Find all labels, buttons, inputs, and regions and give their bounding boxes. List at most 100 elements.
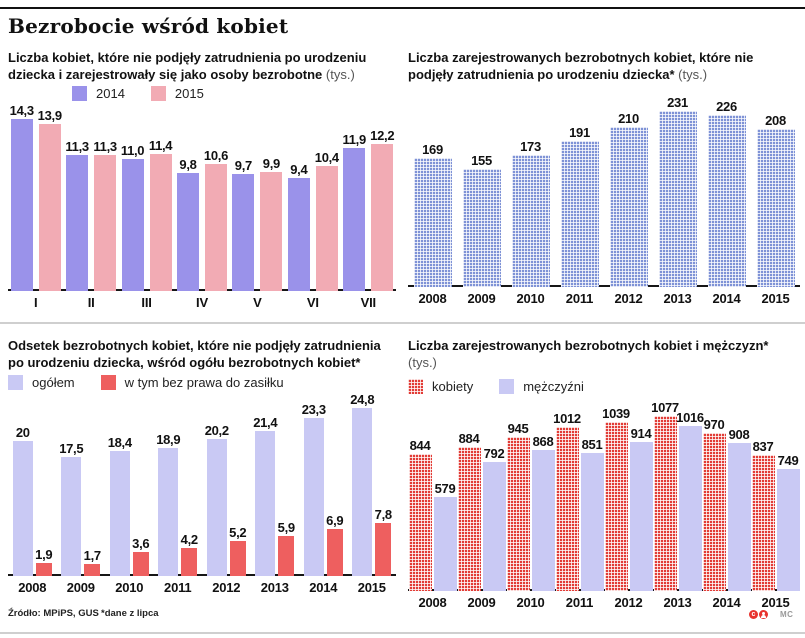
- bar-value-label: 169: [422, 142, 443, 157]
- bar-value-label: 884: [458, 431, 480, 446]
- x-tick-2010: 2010: [516, 595, 545, 610]
- x-tick-2009: 2009: [467, 595, 496, 610]
- legend-item-kobiety: kobiety: [408, 379, 473, 394]
- bar-ogółem-2012: 20,2: [205, 423, 229, 576]
- x-tick-labels: 2008 2009 2010 2011 2012 2013 2014 2015: [408, 291, 800, 306]
- bar-value-label: 1016: [676, 410, 704, 425]
- bar-value-label: 5,2: [229, 525, 247, 540]
- legend-label: kobiety: [432, 379, 474, 394]
- bar-value-label: 226: [716, 99, 737, 114]
- x-tick-2009: 2009: [66, 580, 95, 595]
- bar-value-label: 844: [409, 438, 431, 453]
- bar-2015-I: 13,9: [38, 108, 62, 291]
- bar-value-label: 20: [15, 425, 30, 440]
- x-tick-2014: 2014: [309, 580, 338, 595]
- plot-area: 169 155 173 191 210 231 226 208: [408, 93, 800, 287]
- x-tick-2014: 2014: [712, 595, 741, 610]
- x-tick-2015: 2015: [357, 580, 386, 595]
- bar-mężczyźni-2010: 868: [531, 434, 555, 591]
- chart-share-women: Odsetek bezrobotnych kobiet, które nie p…: [8, 338, 396, 595]
- bar-kobiety-2013: 1077: [651, 400, 679, 591]
- bar-value-label: 11,9: [342, 132, 367, 147]
- x-tick-2011: 2011: [565, 595, 594, 610]
- bar-value-label: 11,3: [65, 139, 89, 154]
- bar-group-2008: 844 579: [408, 438, 457, 591]
- bar-group-2008: 169: [408, 142, 457, 287]
- horizontal-divider: [0, 322, 805, 324]
- bar-value-label: 9,4: [290, 162, 308, 177]
- bar-kobiety-2015: 837: [751, 439, 775, 591]
- bar-value-label: 9,8: [179, 157, 197, 172]
- x-tick-2008: 2008: [418, 291, 447, 306]
- bar-value-label: 13,9: [37, 108, 62, 123]
- bar-value-label: 231: [667, 95, 688, 110]
- bar-ogółem-2013: 21,4: [253, 415, 278, 576]
- cc-by-person-icon: [759, 610, 768, 619]
- bars: 844 579 884 792 945 868 1012 851 1039 914 1077 1016…: [408, 398, 800, 591]
- chart-title: Liczba zarejestrowanych bezrobotnych kob…: [408, 338, 769, 370]
- bar-value-label: 10,6: [203, 148, 229, 163]
- bar-mężczyźni-2013: 1016: [676, 410, 704, 591]
- x-tick-2011: 2011: [565, 291, 594, 306]
- bar-kobiety-zarejestrowane-2013: 231: [658, 95, 697, 287]
- bar-group-2012: 20,2 5,2: [202, 423, 251, 576]
- x-tick-VI: VI: [306, 295, 319, 310]
- bar-value-label: 12,2: [370, 128, 395, 143]
- bar-group-2011: 1012 851: [553, 411, 604, 591]
- legend-label: 2015: [174, 86, 204, 101]
- bar-value-label: 23,3: [301, 402, 326, 417]
- bar-ogółem-2014: 23,3: [302, 402, 326, 576]
- bar-group-2009: 155: [457, 153, 506, 287]
- bar-2014-VII: 11,9: [343, 132, 366, 291]
- x-tick-2015: 2015: [761, 595, 790, 610]
- legend-swatch-mezczyzni: [499, 379, 515, 394]
- x-tick-2009: 2009: [467, 291, 496, 306]
- legend-swatch-2015: [150, 86, 166, 101]
- legend-item-mezczyzni: mężczyźni: [499, 379, 584, 394]
- footer: Źródło: MPiPS, GUS *dane z lipca c MC: [0, 606, 805, 626]
- bar-group-2015: 208: [751, 113, 800, 287]
- bar-group-2010: 173: [506, 139, 555, 287]
- bar-group-2011: 18,9 4,2: [154, 432, 203, 576]
- bars: 20 1,9 17,5 1,7 18,4 3,6 18,9 4,2 20,2 5,2 21,4 5,9…: [8, 390, 396, 576]
- bar-value-label: 6,9: [326, 513, 344, 528]
- bar-w-tym-bez-prawa-do-zasiłku-2013: 5,9: [278, 520, 295, 576]
- plot-area: 14,3 13,9 11,3 11,3 11,0 11,4 9,8 10,6 9,7 9,9 9,4…: [8, 101, 396, 291]
- bar-group-2015: 24,8 7,8: [348, 392, 397, 576]
- bar-ogółem-2008: 20: [12, 425, 33, 576]
- bar-value-label: 837: [752, 439, 774, 454]
- x-tick-2012: 2012: [212, 580, 241, 595]
- bar-group-VI: 9,4 10,4: [285, 150, 340, 291]
- bar-group-2008: 20 1,9: [8, 425, 57, 576]
- bar-value-label: 1039: [602, 406, 630, 421]
- bar-kobiety-zarejestrowane-2012: 210: [609, 111, 648, 287]
- bar-value-label: 173: [520, 139, 541, 154]
- bar-2014-IV: 9,8: [176, 157, 199, 291]
- footnote-text: *dane z lipca: [101, 608, 159, 619]
- x-axis: [8, 289, 396, 291]
- x-tick-2012: 2012: [614, 291, 643, 306]
- license-icons: c: [749, 610, 768, 619]
- bar-group-V: 9,7 9,9: [230, 156, 285, 291]
- bar-kobiety-2008: 844: [408, 438, 432, 591]
- credit-text: MC: [780, 610, 794, 619]
- x-axis: [408, 589, 800, 591]
- bar-kobiety-2009: 884: [457, 431, 481, 591]
- x-tick-2011: 2011: [164, 580, 192, 595]
- bar-value-label: 210: [618, 111, 639, 126]
- legend-swatch-ogolem: [8, 375, 23, 390]
- bar-value-label: 792: [483, 446, 505, 461]
- bar-kobiety-zarejestrowane-2009: 155: [462, 153, 501, 287]
- bar-mężczyźni-2012: 914: [629, 426, 653, 591]
- bar-value-label: 749: [777, 453, 799, 468]
- bar-kobiety-2010: 945: [506, 421, 530, 591]
- bar-mężczyźni-2011: 851: [580, 437, 604, 591]
- bar-value-label: 17,5: [59, 441, 84, 456]
- bar-value-label: 9,7: [234, 158, 252, 173]
- legend-item-ogolem: ogółem: [8, 375, 75, 390]
- x-tick-2014: 2014: [712, 291, 741, 306]
- legend-item-bez-zasilku: w tym bez prawa do zasiłku: [100, 375, 284, 390]
- chart-title: Liczba kobiet, które nie podjęły zatrudn…: [8, 50, 367, 82]
- bar-2014-III: 11,0: [121, 143, 145, 291]
